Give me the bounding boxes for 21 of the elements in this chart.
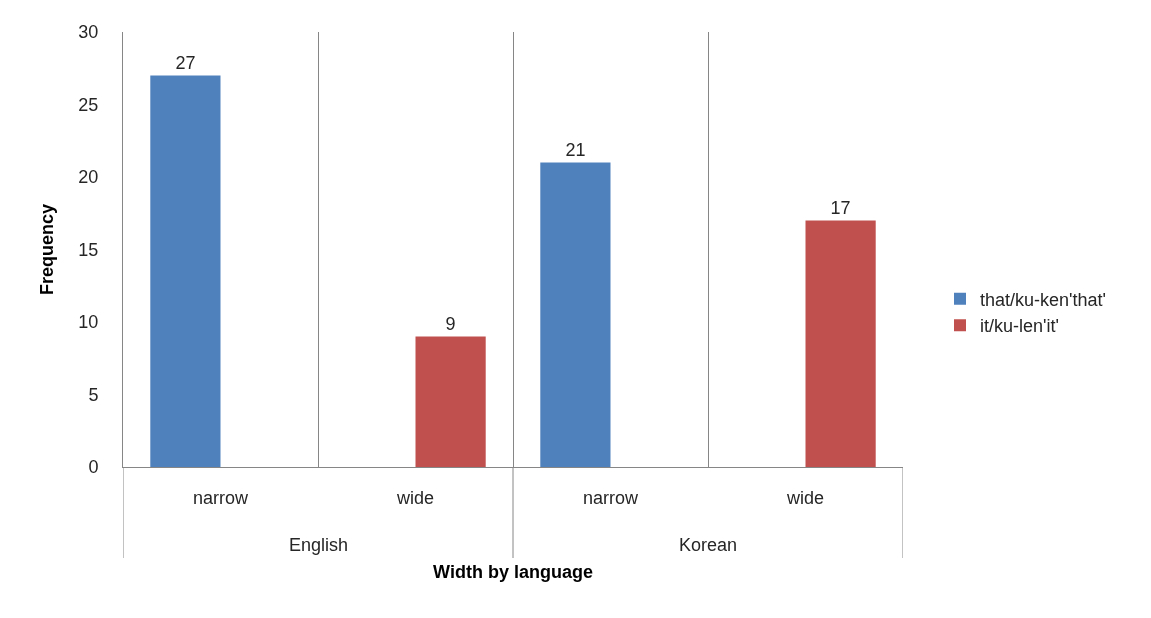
x-tick-label: wide [785, 487, 825, 508]
y-tick-label: 25 [78, 94, 99, 115]
data-label: 27 [175, 52, 196, 73]
y-tick-label: 0 [88, 457, 99, 478]
legend-label: that/ku-ken'that' [980, 289, 1106, 310]
legend-label: it/ku-len'it' [980, 316, 1059, 337]
text: Korean [679, 535, 738, 555]
x-tick-label: narrow [582, 487, 639, 508]
text: English [289, 535, 349, 555]
data-label: 17 [830, 197, 851, 218]
x-axis-title: Width by language [433, 561, 593, 582]
x-tick-label: wide [395, 487, 435, 508]
data-label: 9 [445, 313, 456, 334]
x-tick-label: narrow [192, 487, 249, 508]
y-axis-title: Frequency [36, 203, 57, 296]
y-tick-label: 30 [78, 22, 99, 43]
y-tick-label: 10 [78, 312, 99, 333]
y-tick-label: 5 [88, 384, 99, 405]
y-tick-label: 15 [78, 239, 99, 260]
data-label: 21 [565, 139, 586, 160]
y-tick-label: 20 [78, 167, 99, 188]
